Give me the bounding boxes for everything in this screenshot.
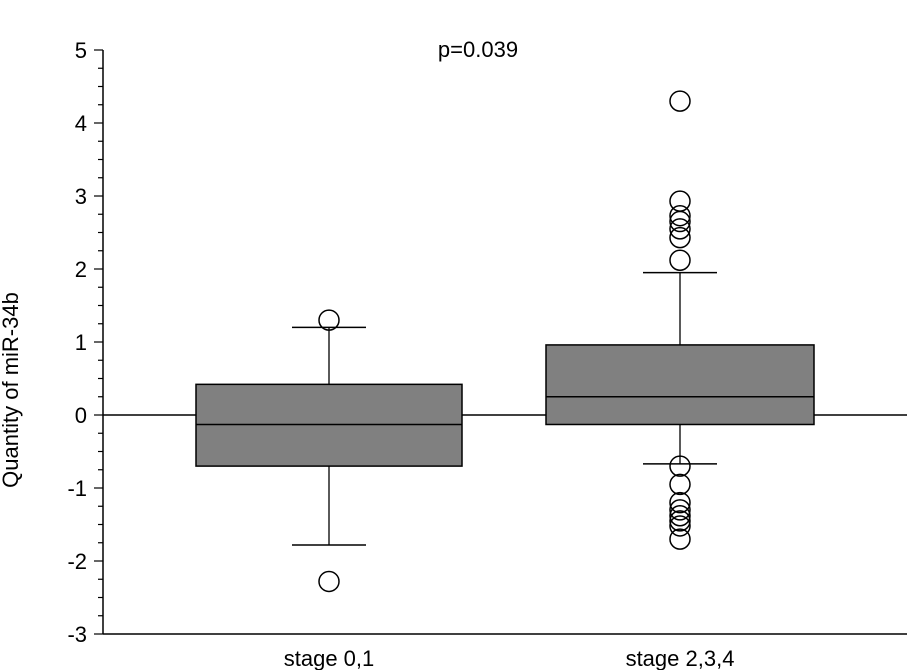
outlier-point — [669, 204, 691, 227]
boxes-layer: stage 0,1 stage 2,3,4 — [195, 90, 815, 670]
y-tick-label: -1 — [67, 476, 87, 501]
outlier-point — [669, 90, 691, 112]
outlier-point — [318, 570, 340, 593]
y-axis-label: Quantity of miR-34b — [0, 292, 23, 488]
y-tick-label: 3 — [75, 184, 87, 209]
outlier-point — [669, 510, 691, 532]
outlier-point — [669, 249, 691, 271]
x-category-label: stage 0,1 — [284, 646, 375, 670]
y-tick-label: 1 — [75, 330, 87, 355]
outlier-point — [669, 455, 691, 477]
y-tick-label: -2 — [67, 549, 87, 574]
axes: 5 4 3 2 1 0 -1 -2 -3 — [67, 38, 907, 647]
outlier-point — [669, 515, 691, 537]
outlier-point — [669, 528, 691, 550]
y-tick-label: -3 — [67, 622, 87, 647]
y-tick-label: 0 — [75, 403, 87, 428]
y-tick-label: 2 — [75, 257, 87, 282]
outlier-point — [669, 491, 691, 514]
box-group-2: stage 2,3,4 — [545, 90, 815, 670]
outlier-point — [669, 499, 691, 521]
x-category-label: stage 2,3,4 — [626, 646, 735, 670]
outlier-point — [669, 504, 691, 527]
outlier-point — [669, 226, 691, 249]
outlier-point — [669, 473, 691, 496]
y-tick-label: 5 — [75, 38, 87, 63]
outlier-point — [669, 210, 691, 233]
box-group-1: stage 0,1 — [195, 309, 463, 670]
outlier-point — [669, 218, 691, 240]
box — [545, 344, 815, 426]
y-tick-label: 4 — [75, 111, 87, 136]
outlier-point — [318, 309, 340, 331]
p-value-annotation: p=0.039 — [438, 37, 518, 62]
